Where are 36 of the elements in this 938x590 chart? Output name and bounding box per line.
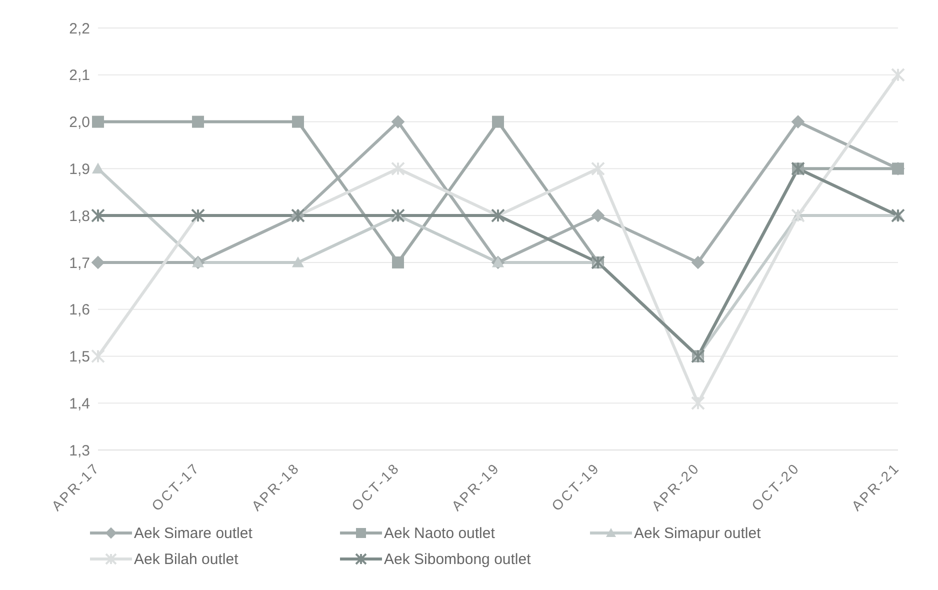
point [292, 256, 304, 268]
y-tick-label: 2,1 [69, 67, 90, 84]
point [591, 162, 605, 176]
point [91, 349, 105, 364]
y-tick-label: 1,7 [69, 254, 90, 272]
legend-label: Aek Simare outlet [134, 524, 252, 542]
y-tick-label: 1,6 [69, 302, 90, 319]
point [292, 116, 304, 128]
point [592, 209, 604, 222]
point [791, 208, 805, 223]
y-tick-label: 1,3 [69, 442, 90, 460]
point [391, 162, 405, 176]
point [891, 208, 905, 223]
y-tick-label: 2,0 [69, 114, 90, 132]
y-tick-label: 1,5 [69, 348, 90, 366]
point [392, 115, 404, 128]
point [391, 208, 405, 223]
point [192, 116, 204, 128]
legend-label: Aek Naoto outlet [384, 524, 495, 542]
point [891, 68, 905, 82]
point [91, 208, 105, 223]
y-tick-label: 1,8 [69, 208, 90, 225]
point [92, 116, 104, 128]
y-tick-label: 2,2 [69, 20, 90, 38]
y-tick-label: 1,9 [69, 160, 90, 178]
point [92, 256, 104, 269]
point [691, 396, 705, 410]
legend-label: Aek Sibombong outlet [384, 550, 531, 568]
point [92, 162, 104, 174]
legend-label: Aek Bilah outlet [134, 550, 238, 568]
y-tick-label: 1,4 [69, 395, 90, 412]
legend-label: Aek Simapur outlet [634, 524, 761, 542]
point [392, 256, 404, 268]
point [492, 116, 504, 128]
point [692, 256, 704, 269]
point [792, 115, 804, 128]
